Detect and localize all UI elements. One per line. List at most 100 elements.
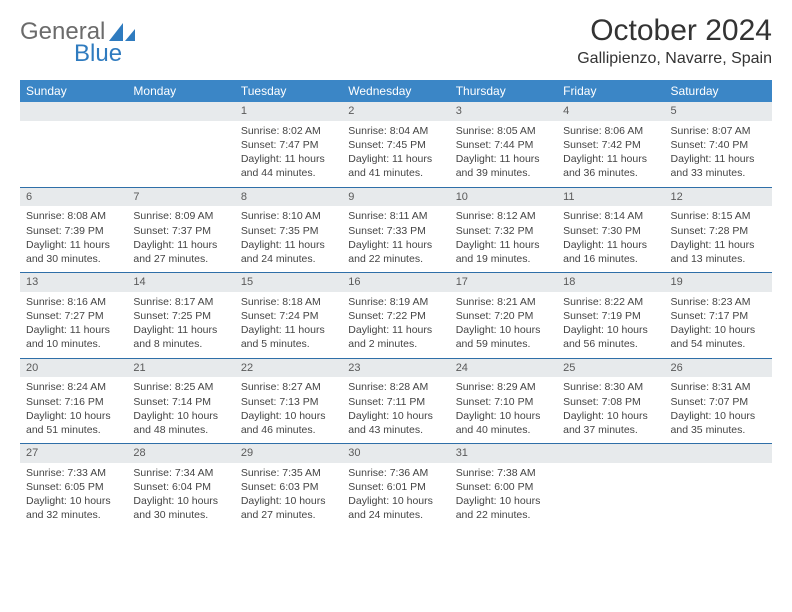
day-number [665, 444, 772, 463]
day-cell [665, 463, 772, 529]
day-number: 23 [342, 358, 449, 377]
sunset-text: Sunset: 7:45 PM [348, 138, 443, 152]
day2-text: and 40 minutes. [456, 423, 551, 437]
day-content-row: Sunrise: 8:02 AMSunset: 7:47 PMDaylight:… [20, 121, 772, 187]
day-header: Monday [127, 80, 234, 102]
day-cell: Sunrise: 8:28 AMSunset: 7:11 PMDaylight:… [342, 377, 449, 443]
day2-text: and 43 minutes. [348, 423, 443, 437]
day-number-row: 13141516171819 [20, 273, 772, 292]
day-cell: Sunrise: 8:19 AMSunset: 7:22 PMDaylight:… [342, 292, 449, 358]
day1-text: Daylight: 11 hours [241, 152, 336, 166]
day-number: 1 [235, 102, 342, 121]
day-cell: Sunrise: 8:12 AMSunset: 7:32 PMDaylight:… [450, 206, 557, 272]
sunrise-text: Sunrise: 8:12 AM [456, 209, 551, 223]
sunrise-text: Sunrise: 8:28 AM [348, 380, 443, 394]
day-number [20, 102, 127, 121]
day-number: 9 [342, 187, 449, 206]
sunrise-text: Sunrise: 8:02 AM [241, 124, 336, 138]
day2-text: and 37 minutes. [563, 423, 658, 437]
day2-text: and 56 minutes. [563, 337, 658, 351]
sunrise-text: Sunrise: 7:34 AM [133, 466, 228, 480]
day-cell: Sunrise: 8:08 AMSunset: 7:39 PMDaylight:… [20, 206, 127, 272]
day2-text: and 46 minutes. [241, 423, 336, 437]
day2-text: and 22 minutes. [456, 508, 551, 522]
sunset-text: Sunset: 7:14 PM [133, 395, 228, 409]
day-cell: Sunrise: 8:24 AMSunset: 7:16 PMDaylight:… [20, 377, 127, 443]
day1-text: Daylight: 11 hours [563, 238, 658, 252]
sunset-text: Sunset: 7:24 PM [241, 309, 336, 323]
day-number: 6 [20, 187, 127, 206]
sunset-text: Sunset: 7:30 PM [563, 224, 658, 238]
sunset-text: Sunset: 7:17 PM [671, 309, 766, 323]
sunset-text: Sunset: 7:11 PM [348, 395, 443, 409]
day2-text: and 2 minutes. [348, 337, 443, 351]
day-cell: Sunrise: 8:06 AMSunset: 7:42 PMDaylight:… [557, 121, 664, 187]
day-number: 5 [665, 102, 772, 121]
day-number: 2 [342, 102, 449, 121]
calendar-table: Sunday Monday Tuesday Wednesday Thursday… [20, 80, 772, 529]
day-number-row: 20212223242526 [20, 358, 772, 377]
month-title: October 2024 [577, 14, 772, 48]
day-header-row: Sunday Monday Tuesday Wednesday Thursday… [20, 80, 772, 102]
sunrise-text: Sunrise: 8:23 AM [671, 295, 766, 309]
day2-text: and 33 minutes. [671, 166, 766, 180]
location: Gallipienzo, Navarre, Spain [577, 50, 772, 68]
sunrise-text: Sunrise: 8:29 AM [456, 380, 551, 394]
day2-text: and 44 minutes. [241, 166, 336, 180]
day1-text: Daylight: 11 hours [241, 323, 336, 337]
day1-text: Daylight: 10 hours [456, 409, 551, 423]
sunset-text: Sunset: 7:37 PM [133, 224, 228, 238]
day-cell: Sunrise: 8:18 AMSunset: 7:24 PMDaylight:… [235, 292, 342, 358]
day-number: 10 [450, 187, 557, 206]
sunset-text: Sunset: 7:13 PM [241, 395, 336, 409]
day-number: 29 [235, 444, 342, 463]
day-cell: Sunrise: 8:05 AMSunset: 7:44 PMDaylight:… [450, 121, 557, 187]
day1-text: Daylight: 10 hours [563, 409, 658, 423]
day2-text: and 5 minutes. [241, 337, 336, 351]
day2-text: and 30 minutes. [26, 252, 121, 266]
day-number: 8 [235, 187, 342, 206]
sunset-text: Sunset: 7:16 PM [26, 395, 121, 409]
sunrise-text: Sunrise: 8:11 AM [348, 209, 443, 223]
day1-text: Daylight: 11 hours [348, 323, 443, 337]
day-cell: Sunrise: 8:04 AMSunset: 7:45 PMDaylight:… [342, 121, 449, 187]
sunset-text: Sunset: 7:07 PM [671, 395, 766, 409]
day2-text: and 30 minutes. [133, 508, 228, 522]
day-number: 14 [127, 273, 234, 292]
day2-text: and 48 minutes. [133, 423, 228, 437]
sunrise-text: Sunrise: 8:17 AM [133, 295, 228, 309]
day-cell: Sunrise: 8:09 AMSunset: 7:37 PMDaylight:… [127, 206, 234, 272]
day-content-row: Sunrise: 8:24 AMSunset: 7:16 PMDaylight:… [20, 377, 772, 443]
day-cell: Sunrise: 8:11 AMSunset: 7:33 PMDaylight:… [342, 206, 449, 272]
sunset-text: Sunset: 6:03 PM [241, 480, 336, 494]
day2-text: and 10 minutes. [26, 337, 121, 351]
day-cell: Sunrise: 7:33 AMSunset: 6:05 PMDaylight:… [20, 463, 127, 529]
day2-text: and 24 minutes. [348, 508, 443, 522]
day2-text: and 59 minutes. [456, 337, 551, 351]
sunrise-text: Sunrise: 7:35 AM [241, 466, 336, 480]
day1-text: Daylight: 11 hours [133, 238, 228, 252]
day-cell [127, 121, 234, 187]
sunset-text: Sunset: 7:08 PM [563, 395, 658, 409]
sunrise-text: Sunrise: 8:06 AM [563, 124, 658, 138]
day-number: 12 [665, 187, 772, 206]
day-cell: Sunrise: 8:21 AMSunset: 7:20 PMDaylight:… [450, 292, 557, 358]
sunrise-text: Sunrise: 8:04 AM [348, 124, 443, 138]
day-cell: Sunrise: 7:35 AMSunset: 6:03 PMDaylight:… [235, 463, 342, 529]
sunrise-text: Sunrise: 8:08 AM [26, 209, 121, 223]
day2-text: and 41 minutes. [348, 166, 443, 180]
sunrise-text: Sunrise: 8:25 AM [133, 380, 228, 394]
day-number [557, 444, 664, 463]
day1-text: Daylight: 11 hours [563, 152, 658, 166]
sunrise-text: Sunrise: 7:38 AM [456, 466, 551, 480]
sunrise-text: Sunrise: 7:36 AM [348, 466, 443, 480]
sunset-text: Sunset: 7:22 PM [348, 309, 443, 323]
sunset-text: Sunset: 7:32 PM [456, 224, 551, 238]
day-cell: Sunrise: 8:02 AMSunset: 7:47 PMDaylight:… [235, 121, 342, 187]
day-number-row: 6789101112 [20, 187, 772, 206]
day1-text: Daylight: 10 hours [563, 323, 658, 337]
day-content-row: Sunrise: 8:08 AMSunset: 7:39 PMDaylight:… [20, 206, 772, 272]
day-number: 30 [342, 444, 449, 463]
day-number: 28 [127, 444, 234, 463]
sunset-text: Sunset: 6:01 PM [348, 480, 443, 494]
